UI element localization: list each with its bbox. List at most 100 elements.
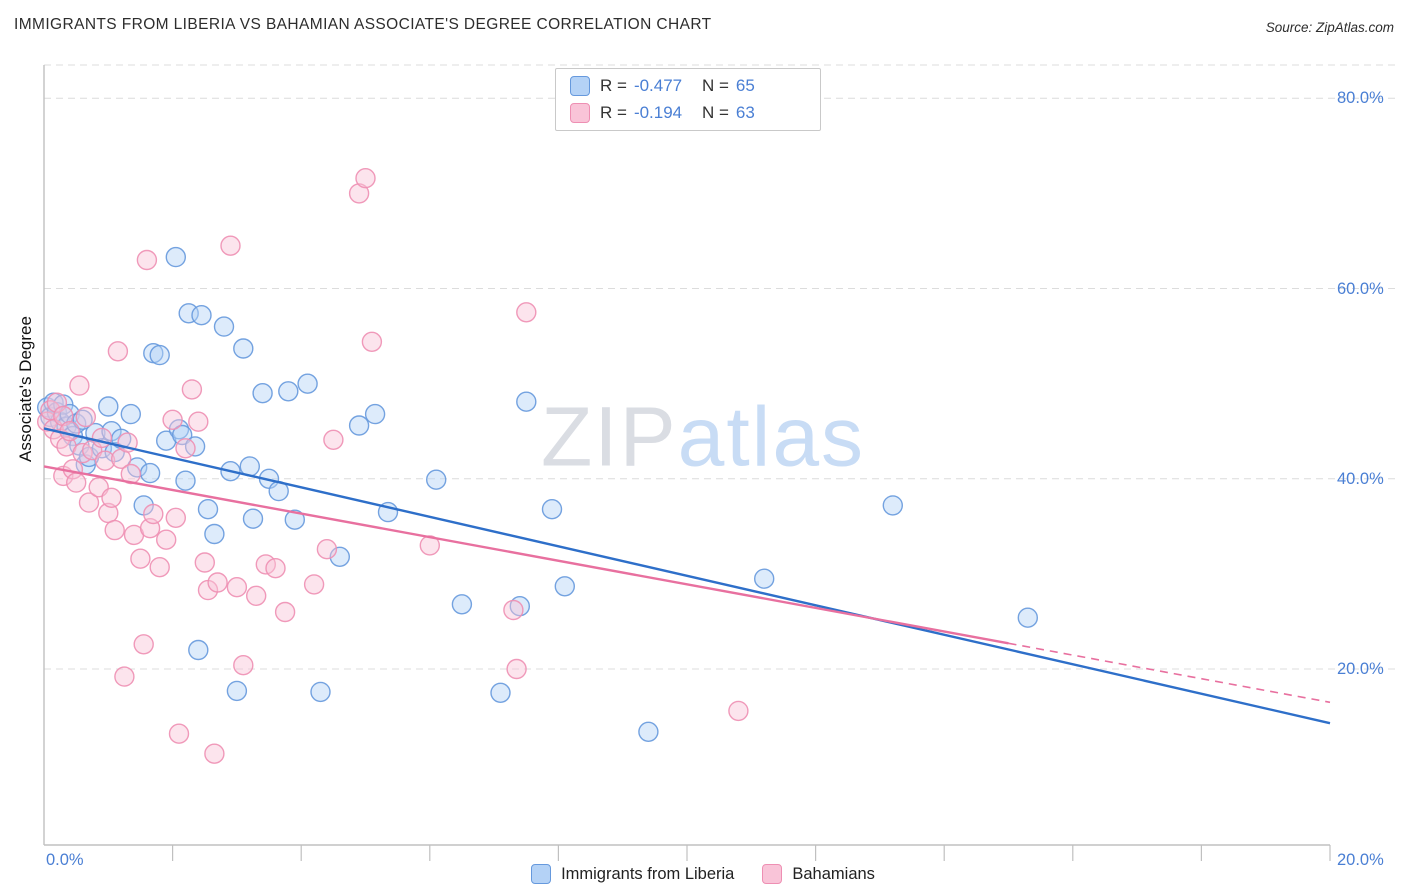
- point-liberia: [171, 424, 193, 446]
- legend-row-liberia: R = -0.477 N = 65: [570, 76, 806, 96]
- point-bahamians: [59, 421, 80, 442]
- point-liberia: [178, 303, 199, 324]
- point-bahamians: [220, 235, 241, 256]
- point-liberia: [348, 415, 370, 436]
- point-liberia: [242, 508, 264, 529]
- point-bahamians: [165, 507, 187, 528]
- y-tick-label-20: 20.0%: [1337, 660, 1384, 678]
- point-bahamians: [75, 406, 97, 428]
- point-liberia: [284, 509, 305, 530]
- point-liberia: [364, 403, 386, 425]
- r-value-liberia: -0.477: [633, 76, 683, 95]
- point-bahamians: [69, 375, 90, 396]
- point-bahamians: [506, 658, 527, 680]
- bahamians-swatch-icon: [570, 103, 590, 123]
- point-liberia: [149, 344, 170, 366]
- point-bahamians: [226, 577, 248, 598]
- point-liberia: [882, 495, 903, 516]
- point-liberia: [554, 576, 575, 597]
- point-liberia: [197, 499, 219, 520]
- point-liberia: [175, 470, 196, 491]
- point-bahamians: [155, 529, 177, 550]
- point-liberia: [509, 596, 530, 617]
- watermark: ZIPatlas: [541, 389, 865, 486]
- point-bahamians: [503, 599, 524, 621]
- n-value-liberia: 65: [735, 76, 755, 95]
- point-bahamians: [194, 552, 216, 573]
- bahamians-swatch-icon: [762, 864, 783, 884]
- point-bahamians: [348, 183, 370, 204]
- point-liberia: [165, 246, 187, 268]
- point-liberia: [426, 469, 447, 490]
- point-bahamians: [162, 409, 183, 430]
- point-liberia: [233, 338, 254, 359]
- point-bahamians: [168, 723, 190, 744]
- point-bahamians: [204, 743, 225, 764]
- point-liberia: [188, 639, 209, 661]
- correlation-legend: R = -0.477 N = 65 R = -0.194 N = 63: [555, 68, 821, 131]
- series-legend: Immigrants from Liberia Bahamians: [0, 864, 1406, 884]
- point-bahamians: [265, 558, 286, 579]
- point-bahamians: [133, 634, 154, 655]
- point-bahamians: [107, 341, 129, 362]
- point-bahamians: [323, 429, 344, 450]
- point-liberia: [98, 396, 119, 417]
- point-bahamians: [46, 392, 68, 413]
- point-bahamians: [175, 438, 196, 459]
- r-label: R =: [600, 76, 627, 95]
- x-tick-label-0: 0.0%: [46, 851, 84, 869]
- point-liberia: [226, 680, 248, 702]
- point-bahamians: [136, 249, 158, 271]
- legend-label-bahamians: Bahamians: [792, 864, 875, 883]
- point-bahamians: [101, 487, 122, 508]
- point-bahamians: [233, 655, 254, 676]
- point-bahamians: [53, 405, 74, 427]
- legend-item-liberia: Immigrants from Liberia: [531, 864, 734, 884]
- point-liberia: [191, 305, 212, 326]
- liberia-swatch-icon: [531, 864, 552, 884]
- point-liberia: [139, 462, 161, 484]
- point-liberia: [754, 568, 775, 589]
- point-bahamians: [316, 539, 338, 560]
- point-liberia: [451, 594, 473, 615]
- point-bahamians: [149, 557, 170, 578]
- watermark-atlas: atlas: [677, 389, 866, 484]
- point-liberia: [1017, 607, 1039, 628]
- chart-title: IMMIGRANTS FROM LIBERIA VS BAHAMIAN ASSO…: [14, 16, 712, 33]
- source-link[interactable]: Source: ZipAtlas.com: [1265, 20, 1394, 35]
- point-bahamians: [181, 379, 203, 400]
- point-bahamians: [91, 427, 113, 449]
- point-bahamians: [104, 519, 125, 541]
- legend-label-liberia: Immigrants from Liberia: [561, 864, 735, 883]
- y-tick-label-80: 80.0%: [1337, 89, 1384, 107]
- n-label: N =: [701, 103, 729, 122]
- point-bahamians: [65, 472, 87, 493]
- point-bahamians: [130, 548, 151, 569]
- point-liberia: [516, 391, 537, 412]
- point-liberia: [155, 430, 177, 451]
- point-bahamians: [274, 601, 296, 623]
- point-liberia: [310, 681, 331, 703]
- point-liberia: [72, 409, 93, 430]
- point-liberia: [213, 316, 235, 337]
- point-liberia: [297, 373, 318, 394]
- point-bahamians: [143, 503, 164, 525]
- point-bahamians: [207, 572, 228, 593]
- n-label: N =: [701, 76, 729, 95]
- point-bahamians: [355, 167, 376, 189]
- point-bahamians: [246, 585, 267, 606]
- point-bahamians: [361, 331, 383, 352]
- point-liberia: [252, 383, 273, 404]
- point-bahamians: [188, 411, 209, 432]
- point-bahamians: [94, 450, 116, 471]
- point-bahamians: [78, 492, 100, 513]
- point-liberia: [120, 403, 142, 425]
- legend-row-bahamians: R = -0.194 N = 63: [570, 103, 806, 123]
- y-axis-title: Associate's Degree: [16, 316, 35, 462]
- point-bahamians: [516, 302, 537, 323]
- point-liberia: [204, 523, 225, 545]
- x-tick-label-20: 20.0%: [1337, 851, 1384, 869]
- point-bahamians: [728, 700, 749, 722]
- point-liberia: [638, 721, 659, 742]
